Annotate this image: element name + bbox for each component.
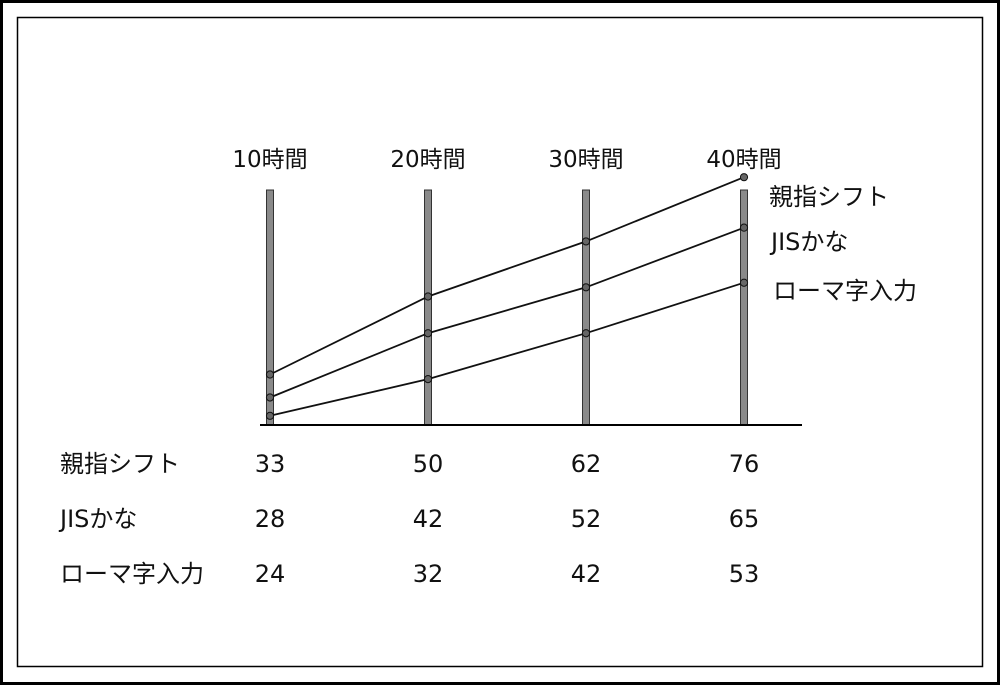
table-value-s0-c2: 62 <box>571 450 602 478</box>
data-point-s0-c3 <box>739 173 749 182</box>
table-value-s2-c0: 24 <box>255 560 286 588</box>
table-value-s0-c1: 50 <box>413 450 444 478</box>
category-header-2: 30時間 <box>548 147 623 173</box>
legend-label-0: 親指シフト <box>769 183 889 211</box>
data-point-s2-c0 <box>265 411 275 420</box>
category-column-2 <box>582 189 590 426</box>
inner-frame <box>16 16 984 668</box>
data-point-s2-c1 <box>423 375 433 384</box>
category-column-0 <box>266 189 274 426</box>
legend-label-2: ローマ字入力 <box>773 277 917 305</box>
category-header-3: 40時間 <box>706 147 781 173</box>
table-value-s1-c1: 42 <box>413 505 444 533</box>
legend-label-1: JISかな <box>769 228 848 256</box>
series-line-1 <box>269 226 745 399</box>
table-row-label-2: ローマ字入力 <box>60 560 204 588</box>
series-line-0 <box>269 176 745 376</box>
table-value-s1-c0: 28 <box>255 505 286 533</box>
table-value-s0-c3: 76 <box>729 450 760 478</box>
table-value-s2-c3: 53 <box>729 560 760 588</box>
category-header-0: 10時間 <box>232 147 307 173</box>
table-row-label-1: JISかな <box>58 505 137 533</box>
table-row-label-0: 親指シフト <box>60 450 180 478</box>
data-point-s2-c3 <box>739 278 749 287</box>
table-value-s1-c3: 65 <box>729 505 760 533</box>
data-point-s0-c0 <box>265 370 275 379</box>
table-value-s2-c2: 42 <box>571 560 602 588</box>
data-point-s0-c2 <box>581 237 591 246</box>
data-point-s2-c2 <box>581 329 591 338</box>
table-value-s2-c1: 32 <box>413 560 444 588</box>
data-point-s1-c1 <box>423 329 433 338</box>
series-line-2 <box>269 281 745 417</box>
table-value-s0-c0: 33 <box>255 450 286 478</box>
data-point-s1-c2 <box>581 283 591 292</box>
table-value-s1-c2: 52 <box>571 505 602 533</box>
category-header-1: 20時間 <box>390 147 465 173</box>
data-point-s1-c0 <box>265 393 275 402</box>
data-point-s0-c1 <box>423 292 433 301</box>
data-point-s1-c3 <box>739 223 749 232</box>
category-column-1 <box>424 189 432 426</box>
